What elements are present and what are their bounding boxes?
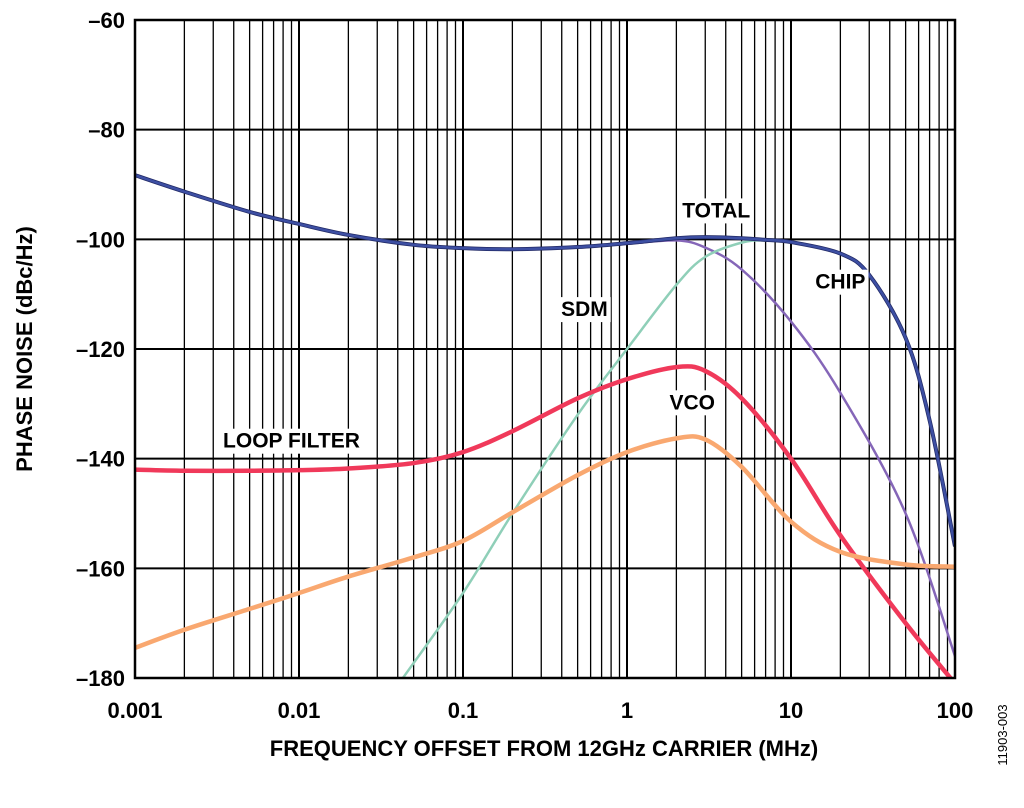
x-tick-labels: 0.001 0.01 0.1 1 10 100: [107, 698, 973, 723]
y-tick-label: –180: [76, 666, 125, 691]
series-label-background: [220, 428, 363, 454]
series-lines: [135, 173, 955, 678]
x-tick-label: 10: [779, 698, 803, 723]
y-tick-label: –100: [76, 227, 125, 252]
x-tick-label: 0.001: [107, 698, 162, 723]
y-tick-label: –120: [76, 337, 125, 362]
series-label-chip: CHIP: [815, 271, 865, 294]
x-tick-label: 0.01: [278, 698, 321, 723]
series-line-vco: [135, 434, 955, 651]
series-line-loop-filter: [135, 364, 954, 678]
x-tick-label: 100: [937, 698, 974, 723]
series-label-background: [558, 297, 611, 323]
plot-frame: [133, 18, 957, 680]
y-tick-label: –60: [88, 8, 125, 33]
grid: [134, 19, 956, 679]
series-label-total: TOTAL: [682, 199, 750, 222]
series-label-loop-filter: LOOP FILTER: [223, 430, 360, 453]
x-tick-label: 1: [621, 698, 633, 723]
series-label-background: [679, 198, 754, 224]
series-labels: CHIP SDM TOTAL LOOP FILTER VCO: [220, 198, 869, 454]
y-tick-labels: –60 –80 –100 –120 –140 –160 –180: [76, 8, 125, 691]
series-label-sdm: SDM: [561, 298, 608, 321]
y-tick-label: –80: [88, 118, 125, 143]
series-label-vco: VCO: [670, 391, 716, 414]
figure-id: 11903-003: [995, 704, 1010, 765]
x-axis-title: FREQUENCY OFFSET FROM 12GHz CARRIER (MHz…: [270, 736, 818, 761]
y-tick-label: –140: [76, 447, 125, 472]
plot-border: [133, 18, 957, 680]
y-axis-title: PHASE NOISE (dBc/Hz): [12, 226, 37, 472]
series-label-background: [812, 269, 869, 295]
y-tick-label: –160: [76, 556, 125, 581]
series-line-total: [135, 173, 955, 548]
series-label-background: [666, 390, 719, 416]
x-tick-label: 0.1: [448, 698, 479, 723]
